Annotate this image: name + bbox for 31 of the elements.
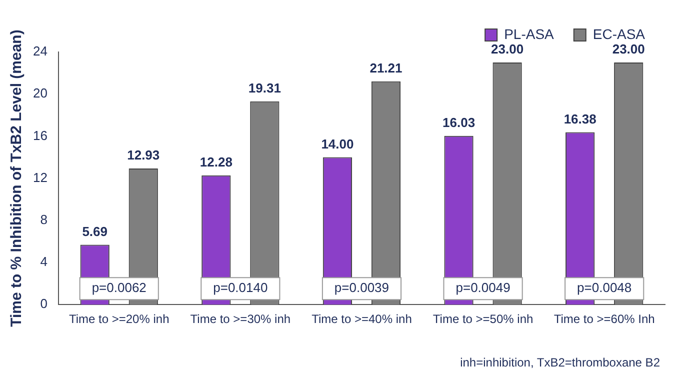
x-tick-label: Time to >=20% inh	[68, 312, 170, 326]
x-tick-label: Time to >=30% inh	[190, 312, 291, 326]
y-tick-label: 20	[32, 86, 48, 101]
text: 23.00	[612, 42, 645, 57]
y-tick-label: 4	[40, 254, 48, 270]
annotation: p=0.0039	[334, 280, 390, 296]
text: 16.03	[442, 114, 476, 130]
text: 21.21	[370, 60, 402, 76]
x-tick-label: Time to >=60% Inh	[554, 312, 655, 326]
y-tick-label: 8	[40, 212, 48, 227]
text: 16.38	[564, 111, 596, 126]
y-tick-label: 24	[32, 44, 48, 59]
text: 12.28	[200, 154, 232, 170]
annotation: p=0.0049	[456, 280, 510, 296]
text: 5.69	[82, 224, 108, 239]
legend-label: EC-ASA	[592, 26, 646, 42]
annotation: p=0.0140	[213, 280, 268, 296]
text: 14.00	[321, 136, 354, 152]
y-tick-label: 12	[32, 170, 48, 185]
annotation: p=0.0062	[92, 280, 146, 296]
y-tick-label: 0	[40, 296, 48, 312]
legend-label: PL-ASA	[504, 26, 555, 42]
x-tick-label: Time to >=50% inh	[432, 312, 534, 326]
text: inh=inhibition, TxB2=thromboxane B2	[460, 355, 660, 370]
annotation: p=0.0048	[577, 280, 632, 296]
text: 19.31	[248, 80, 281, 96]
text: 23.00	[491, 42, 524, 57]
y-tick-label: 16	[32, 128, 48, 143]
y-axis-title: Time to % Inhibition of TxB2 Level (mean)	[8, 30, 26, 327]
x-tick-label: Time to >=40% inh	[312, 312, 412, 326]
text: 12.93	[127, 148, 160, 163]
